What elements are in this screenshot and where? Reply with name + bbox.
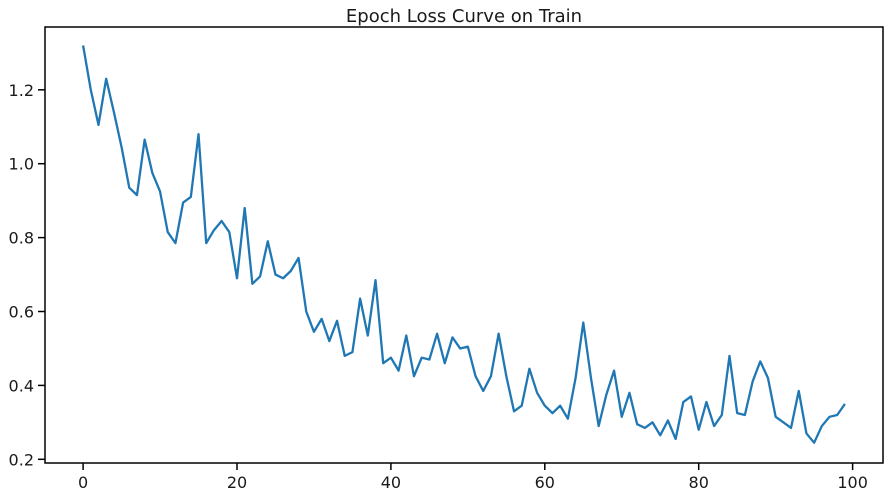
x-tick-label: 100 (837, 473, 868, 492)
y-tick-label: 0.6 (9, 303, 34, 322)
y-tick-label: 0.8 (9, 229, 34, 248)
x-axis: 0 20 40 60 80 100 (78, 463, 868, 492)
plot-area (81, 45, 846, 444)
x-tick-label: 40 (381, 473, 401, 492)
axes-frame (44, 26, 884, 464)
x-tick-label: 60 (535, 473, 555, 492)
x-tick-label: 20 (227, 473, 247, 492)
y-tick-label: 0.2 (9, 450, 34, 469)
y-axis: 0.2 0.4 0.6 0.8 1.0 1.2 (9, 81, 45, 469)
chart-title: Epoch Loss Curve on Train (346, 6, 582, 27)
x-tick-label: 0 (78, 473, 88, 492)
y-tick-label: 1.2 (9, 81, 34, 100)
y-tick-label: 1.0 (9, 155, 34, 174)
series-line-0 (81, 45, 846, 444)
x-tick-label: 80 (689, 473, 709, 492)
y-tick-label: 0.4 (9, 376, 34, 395)
